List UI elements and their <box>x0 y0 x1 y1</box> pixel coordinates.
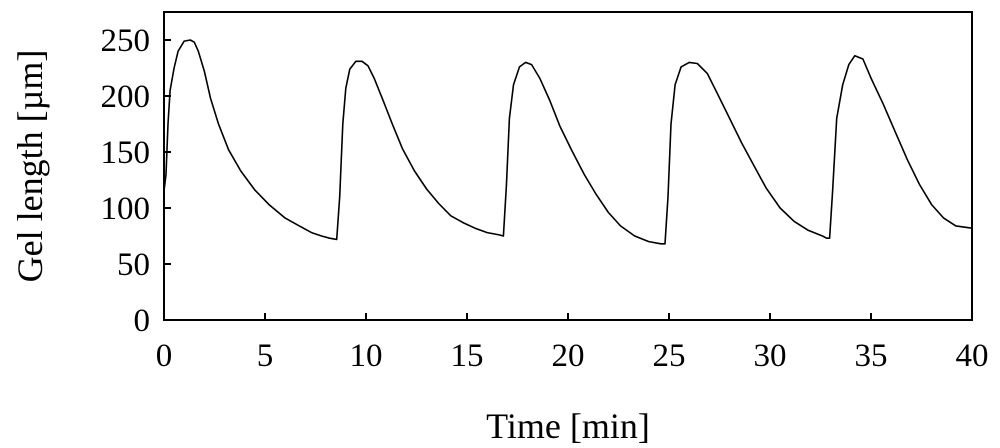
y-tick-label: 0 <box>134 303 151 339</box>
y-tick-label: 50 <box>117 247 150 283</box>
x-tick-label: 10 <box>350 338 383 374</box>
y-tick-label: 250 <box>101 23 151 59</box>
series-line-1 <box>163 39 973 245</box>
x-tick-label: 15 <box>451 338 484 374</box>
x-tick-label: 5 <box>257 338 274 374</box>
x-tick-label: 20 <box>552 338 585 374</box>
y-tick-label: 150 <box>101 135 151 171</box>
plot-frame <box>163 11 973 321</box>
x-axis-label: Time [min] <box>486 406 650 446</box>
y-tick-label: 200 <box>101 79 151 115</box>
x-tick-label: 30 <box>754 338 787 374</box>
x-tick-label: 35 <box>855 338 888 374</box>
x-tick-label: 25 <box>653 338 686 374</box>
y-tick-label: 100 <box>101 191 151 227</box>
y-axis-label: Gel length [µm] <box>10 50 50 283</box>
x-tick-label: 0 <box>156 338 173 374</box>
x-tick-label: 40 <box>956 338 989 374</box>
